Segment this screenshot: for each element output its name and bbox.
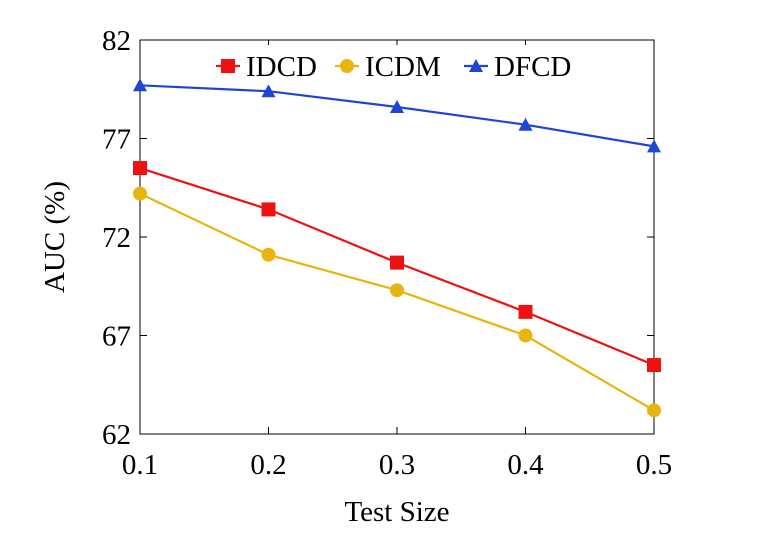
- y-tick-label: 62: [102, 419, 131, 451]
- data-point-icdm: [133, 187, 147, 201]
- y-tick-label: 67: [102, 321, 131, 353]
- data-point-icdm: [519, 329, 533, 343]
- y-tick-label: 77: [102, 124, 131, 156]
- line-chart: 6267727782 0.1 0.2 0.3 0.4 0.5 IDCD ICDM DFCD …: [0, 0, 761, 538]
- x-tick-label: 0.4: [507, 449, 544, 481]
- data-point-icdm: [390, 283, 404, 297]
- data-point-idcd: [133, 161, 147, 175]
- data-point-idcd: [262, 202, 276, 216]
- data-point-idcd: [390, 256, 404, 270]
- x-tick-label: 0.5: [636, 449, 672, 481]
- x-tick-label: 0.2: [250, 449, 286, 481]
- y-axis: 62 67 72 77 82: [102, 25, 654, 451]
- x-tick-label: 0.1: [122, 449, 158, 481]
- series-layer: [133, 78, 661, 417]
- data-point-icdm: [647, 403, 661, 417]
- data-point-icdm: [262, 248, 276, 262]
- y-tick-label: 82: [102, 25, 131, 57]
- x-tick-label: 0.3: [379, 449, 415, 481]
- series-icdm: [133, 187, 661, 418]
- legend-label-dfcd: DFCD: [494, 51, 571, 83]
- data-point-idcd: [647, 358, 661, 372]
- legend-marker-idcd: [221, 59, 235, 73]
- legend-marker-icdm: [340, 59, 354, 73]
- legend: IDCD ICDM DFCD: [207, 45, 589, 85]
- legend-label-icdm: ICDM: [365, 51, 441, 83]
- x-axis-title: Test Size: [344, 496, 449, 528]
- series-line-icdm: [140, 194, 654, 411]
- y-axis-title: AUC (%): [39, 181, 71, 293]
- data-point-idcd: [519, 305, 533, 319]
- series-dfcd: [133, 78, 661, 152]
- plot-area-frame: [140, 40, 654, 434]
- series-idcd: [133, 161, 661, 372]
- series-line-dfcd: [140, 85, 654, 146]
- y-tick-label: 72: [102, 222, 131, 254]
- legend-label-idcd: IDCD: [246, 51, 317, 83]
